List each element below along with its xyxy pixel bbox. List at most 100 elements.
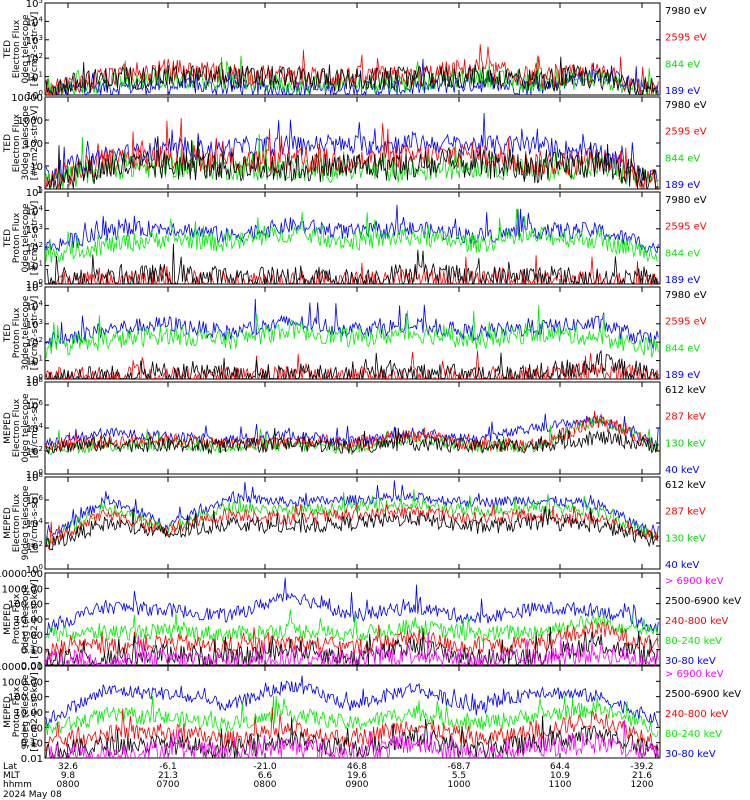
y-tick-label: 0.01 bbox=[21, 661, 43, 672]
legend-entry: 7980 eV bbox=[665, 100, 707, 111]
time-axis-tick-label: 64.4 bbox=[550, 762, 570, 772]
panel-frame bbox=[44, 96, 661, 190]
legend-entry: 2595 eV bbox=[665, 222, 707, 233]
y-axis-label: MEPEDElectron Flux0deg telescope[#/cm2-s… bbox=[3, 393, 40, 463]
legend-entry: > 6900 keV bbox=[665, 576, 724, 587]
series-trace bbox=[45, 204, 659, 254]
series-trace bbox=[45, 416, 659, 455]
legend-entry: 2500-6900 keV bbox=[665, 596, 741, 607]
time-axis-tick-label: 10.9 bbox=[550, 771, 570, 781]
y-axis-label: TEDElectron Flux30deg telescope[#/cm2-s-… bbox=[3, 105, 40, 180]
y-tick-label: 1000.00 bbox=[2, 677, 43, 688]
series-trace bbox=[45, 631, 659, 667]
series-trace bbox=[45, 695, 659, 738]
time-axis-tick-label: 1000 bbox=[448, 780, 471, 790]
legend-entry: 7980 eV bbox=[665, 6, 707, 17]
series-trace bbox=[46, 719, 659, 760]
y-tick-label: 100 bbox=[24, 139, 43, 150]
y-tick-label: 104 bbox=[26, 517, 44, 530]
legend-entry: 189 eV bbox=[665, 275, 700, 286]
y-tick-label: 100.00 bbox=[8, 600, 43, 611]
panel-frame bbox=[44, 572, 661, 666]
time-axis-tick-label: 9.8 bbox=[61, 771, 76, 781]
panel-1: 100 101 102 103 104 105 TEDElectron Flux0deg t… bbox=[3, 0, 707, 102]
series-trace bbox=[46, 255, 659, 286]
legend-entry: 844 eV bbox=[665, 248, 700, 259]
y-tick-label: 106 bbox=[26, 399, 44, 412]
legend-entry: 240-800 keV bbox=[665, 616, 729, 627]
y-axis-label: MEPEDProton Flux0deg telescope[#/cm2-s-s… bbox=[3, 579, 40, 658]
legend-entry: 2595 eV bbox=[665, 33, 707, 44]
series-trace bbox=[45, 136, 659, 190]
time-axis-tick-label: 21.3 bbox=[158, 771, 178, 781]
time-axis-tick-label: 46.8 bbox=[347, 762, 367, 772]
legend-entry: 2595 eV bbox=[665, 317, 707, 328]
time-axis-tick-label: 1100 bbox=[549, 780, 572, 790]
legend-entry: 844 eV bbox=[665, 59, 700, 70]
y-tick-label: 10.00 bbox=[14, 615, 43, 626]
legend-entry: 240-800 keV bbox=[665, 709, 729, 720]
y-tick-label: 100 bbox=[26, 278, 43, 291]
legend-entry: 189 eV bbox=[665, 370, 700, 381]
legend-entry: 2500-6900 keV bbox=[665, 689, 741, 700]
y-tick-label: 1.00 bbox=[21, 723, 43, 734]
y-tick-label: 102 bbox=[26, 445, 43, 458]
series-trace bbox=[45, 349, 659, 381]
legend-entry: 130 keV bbox=[665, 533, 706, 544]
y-tick-label: 105 bbox=[26, 281, 43, 294]
time-axis-tick-label: 0800 bbox=[254, 780, 277, 790]
y-tick-label: 1 bbox=[37, 185, 43, 196]
time-axis-tick-label: 19.6 bbox=[347, 771, 367, 781]
time-axis-tick-label: -68.7 bbox=[447, 762, 470, 772]
time-axis-tick-label: 0800 bbox=[57, 780, 80, 790]
panel-frame bbox=[44, 2, 661, 96]
y-tick-label: 104 bbox=[26, 299, 44, 312]
y-axis-label: TEDProton Flux0deg telescope[#/cm2-s-str… bbox=[3, 201, 40, 276]
legend-entry: 7980 eV bbox=[665, 290, 707, 301]
legend-entry: 40 keV bbox=[665, 465, 699, 476]
y-tick-label: 102 bbox=[26, 241, 43, 254]
series-trace bbox=[45, 620, 659, 658]
time-axis-tick-label: 0900 bbox=[346, 780, 369, 790]
time-axis-row-label: hhmm bbox=[3, 780, 32, 790]
time-axis-tick-label: 5.5 bbox=[452, 771, 466, 781]
time-axis-row-label: MLT bbox=[3, 771, 21, 781]
legend-entry: 189 eV bbox=[665, 86, 700, 97]
legend-entry: 80-240 keV bbox=[665, 636, 722, 647]
series-trace bbox=[45, 58, 659, 97]
series-trace bbox=[45, 305, 659, 359]
panel-8: 0.01 0.10 1.00 10.00 100.00 1000.00 10000.00ME… bbox=[0, 662, 741, 765]
legend-entry: 2595 eV bbox=[665, 127, 707, 138]
y-tick-label: 10000 bbox=[11, 93, 43, 104]
series-trace bbox=[45, 298, 659, 349]
panel-3: 100 101 102 103 104 105 TEDProton Flux0deg tel… bbox=[3, 186, 707, 291]
y-axis-label: MEPEDProton Flux90deg telescope[#/cm2-s-… bbox=[3, 672, 40, 751]
y-tick-label: 1.00 bbox=[21, 630, 43, 641]
time-axis-tick-label: -6.1 bbox=[159, 762, 177, 772]
y-tick-label: 102 bbox=[26, 540, 43, 553]
series-trace bbox=[45, 505, 659, 551]
series-trace bbox=[45, 577, 659, 635]
legend-entry: 189 eV bbox=[665, 180, 700, 191]
time-axis-tick-label: 1200 bbox=[631, 780, 654, 790]
legend-entry: 30-80 keV bbox=[665, 656, 716, 667]
time-axis-tick-label: 32.6 bbox=[58, 762, 78, 772]
panel-5: 100 102 104 106 108 MEPEDElectron Flux0deg te… bbox=[3, 376, 706, 481]
time-axis-tick-label: 0700 bbox=[157, 780, 180, 790]
panel-7: 0.010.101.0010.00100.001000.0010000.00ME… bbox=[0, 569, 741, 672]
series-trace bbox=[45, 56, 659, 97]
legend-entry: 30-80 keV bbox=[665, 749, 716, 760]
y-tick-label: 103 bbox=[26, 223, 43, 236]
y-tick-label: 105 bbox=[26, 0, 43, 10]
y-tick-label: 102 bbox=[26, 336, 43, 349]
series-trace bbox=[45, 117, 659, 189]
legend-entry: > 6900 keV bbox=[665, 669, 724, 680]
y-axis-label: MEPEDElectron Flux90deg telescope[#/cm2-… bbox=[3, 485, 40, 560]
legend-entry: 40 keV bbox=[665, 560, 699, 571]
y-tick-label: 1000.00 bbox=[2, 584, 43, 595]
y-tick-label: 0.10 bbox=[21, 646, 43, 657]
